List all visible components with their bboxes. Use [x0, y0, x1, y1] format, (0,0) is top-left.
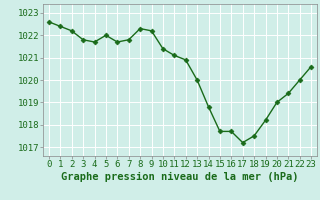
X-axis label: Graphe pression niveau de la mer (hPa): Graphe pression niveau de la mer (hPa) — [61, 172, 299, 182]
